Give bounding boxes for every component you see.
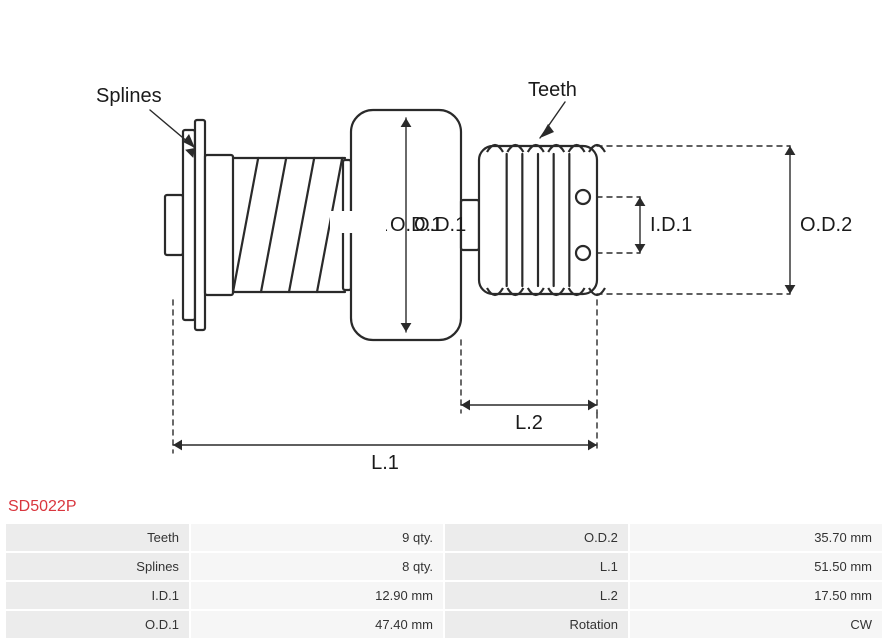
spec-label: Splines <box>6 553 189 580</box>
spec-value: 8 qty. <box>191 553 443 580</box>
spec-value: 35.70 mm <box>630 524 882 551</box>
svg-text:Splines: Splines <box>96 85 162 107</box>
spec-value: 9 qty. <box>191 524 443 551</box>
svg-text:O.D.2: O.D.2 <box>800 214 852 236</box>
spec-label: L.2 <box>445 582 628 609</box>
spec-label: O.D.2 <box>445 524 628 551</box>
table-row: I.D.112.90 mmL.217.50 mm <box>6 582 882 609</box>
spec-label: I.D.1 <box>6 582 189 609</box>
spec-label: L.1 <box>445 553 628 580</box>
svg-text:Teeth: Teeth <box>528 79 577 101</box>
spec-label: Teeth <box>6 524 189 551</box>
spec-value: 51.50 mm <box>630 553 882 580</box>
table-row: Splines8 qty.L.151.50 mm <box>6 553 882 580</box>
svg-text:L.2: L.2 <box>515 412 543 434</box>
spec-value: 17.50 mm <box>630 582 882 609</box>
spec-table: Teeth9 qty.O.D.235.70 mmSplines8 qty.L.1… <box>4 522 884 640</box>
diagram-container: I.D.1O.D.2O.D.1O.D.1L.2L.1SplinesTeethO.… <box>0 0 889 490</box>
bendix-drive-diagram: I.D.1O.D.2O.D.1O.D.1L.2L.1SplinesTeethO.… <box>0 0 889 490</box>
svg-text:I.D.1: I.D.1 <box>650 214 692 236</box>
svg-text:O.D.1: O.D.1 <box>390 214 442 236</box>
spec-value: 12.90 mm <box>191 582 443 609</box>
svg-text:L.1: L.1 <box>371 452 399 474</box>
part-code: SD5022P <box>0 490 889 522</box>
table-row: Teeth9 qty.O.D.235.70 mm <box>6 524 882 551</box>
